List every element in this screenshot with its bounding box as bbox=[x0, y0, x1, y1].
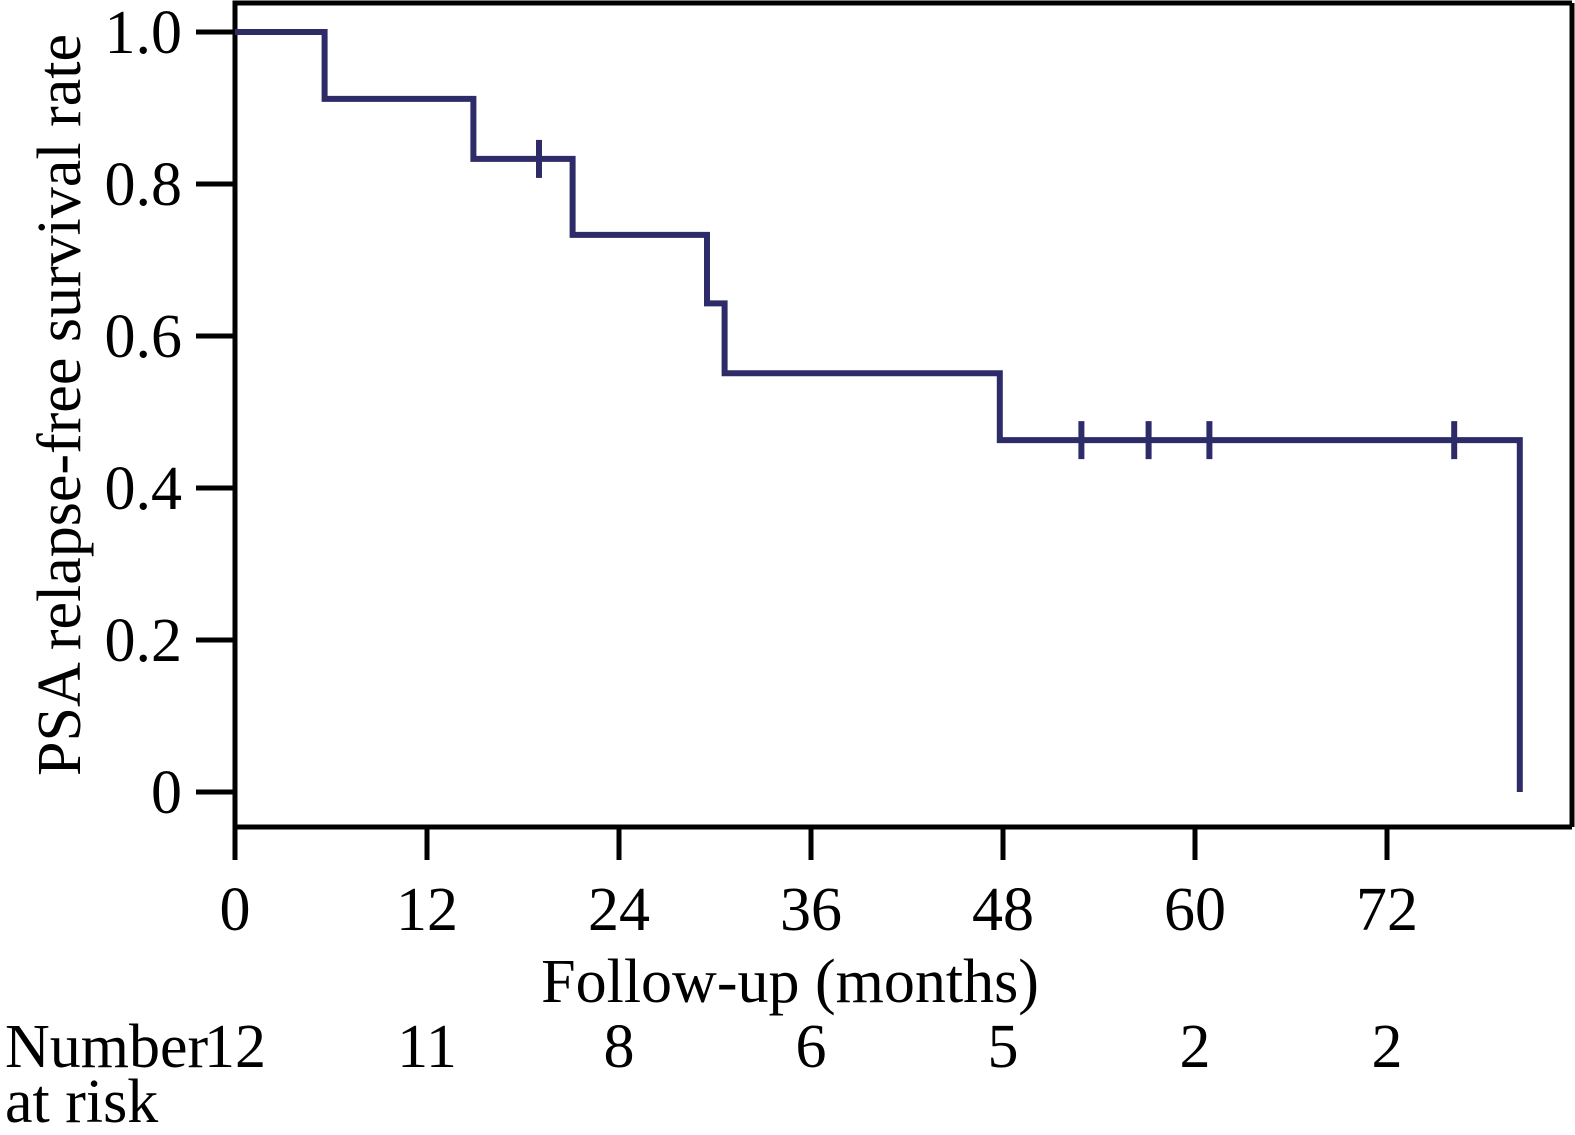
x-tick-label: 60 bbox=[1164, 876, 1226, 944]
risk-counts: 12 11 8 6 5 2 2 bbox=[204, 1013, 1403, 1081]
risk-table: Number at risk 12 11 8 6 5 2 2 bbox=[5, 1013, 1403, 1135]
survival-curve-path bbox=[235, 29, 1523, 792]
risk-count: 12 bbox=[204, 1013, 266, 1081]
y-tick-label: 0 bbox=[151, 759, 182, 827]
x-axis-title: Follow-up (months) bbox=[541, 948, 1039, 1016]
censor-marks bbox=[536, 139, 1458, 460]
x-axis-tick-labels: 0 12 24 36 48 60 72 bbox=[220, 876, 1419, 944]
plot-frame bbox=[232, 0, 1575, 860]
x-tick-label: 0 bbox=[220, 876, 251, 944]
x-axis-ticks bbox=[232, 827, 1390, 860]
x-tick-label: 36 bbox=[780, 876, 842, 944]
y-tick-label: 0.8 bbox=[105, 151, 183, 219]
y-axis-ticks bbox=[196, 29, 235, 795]
risk-count: 6 bbox=[796, 1013, 827, 1081]
x-tick-label: 12 bbox=[396, 876, 458, 944]
x-tick-label: 24 bbox=[588, 876, 650, 944]
risk-count: 8 bbox=[604, 1013, 635, 1081]
risk-table-label-line1: Number bbox=[5, 1013, 209, 1081]
y-axis-title: PSA relapse-free survival rate bbox=[26, 34, 94, 776]
survival-curve bbox=[235, 29, 1523, 792]
risk-count: 11 bbox=[397, 1013, 457, 1081]
x-tick-label: 72 bbox=[1356, 876, 1418, 944]
risk-count: 5 bbox=[988, 1013, 1019, 1081]
y-tick-label: 0.4 bbox=[105, 455, 183, 523]
x-tick-label: 48 bbox=[972, 876, 1034, 944]
y-tick-label: 0.2 bbox=[105, 607, 183, 675]
y-tick-label: 1.0 bbox=[105, 0, 183, 67]
risk-table-label-line2: at risk bbox=[5, 1068, 158, 1130]
y-tick-label: 0.6 bbox=[105, 303, 183, 371]
y-axis-tick-labels: 0 0.2 0.4 0.6 0.8 1.0 bbox=[105, 0, 183, 827]
risk-count: 2 bbox=[1372, 1013, 1403, 1081]
risk-count: 2 bbox=[1180, 1013, 1211, 1081]
